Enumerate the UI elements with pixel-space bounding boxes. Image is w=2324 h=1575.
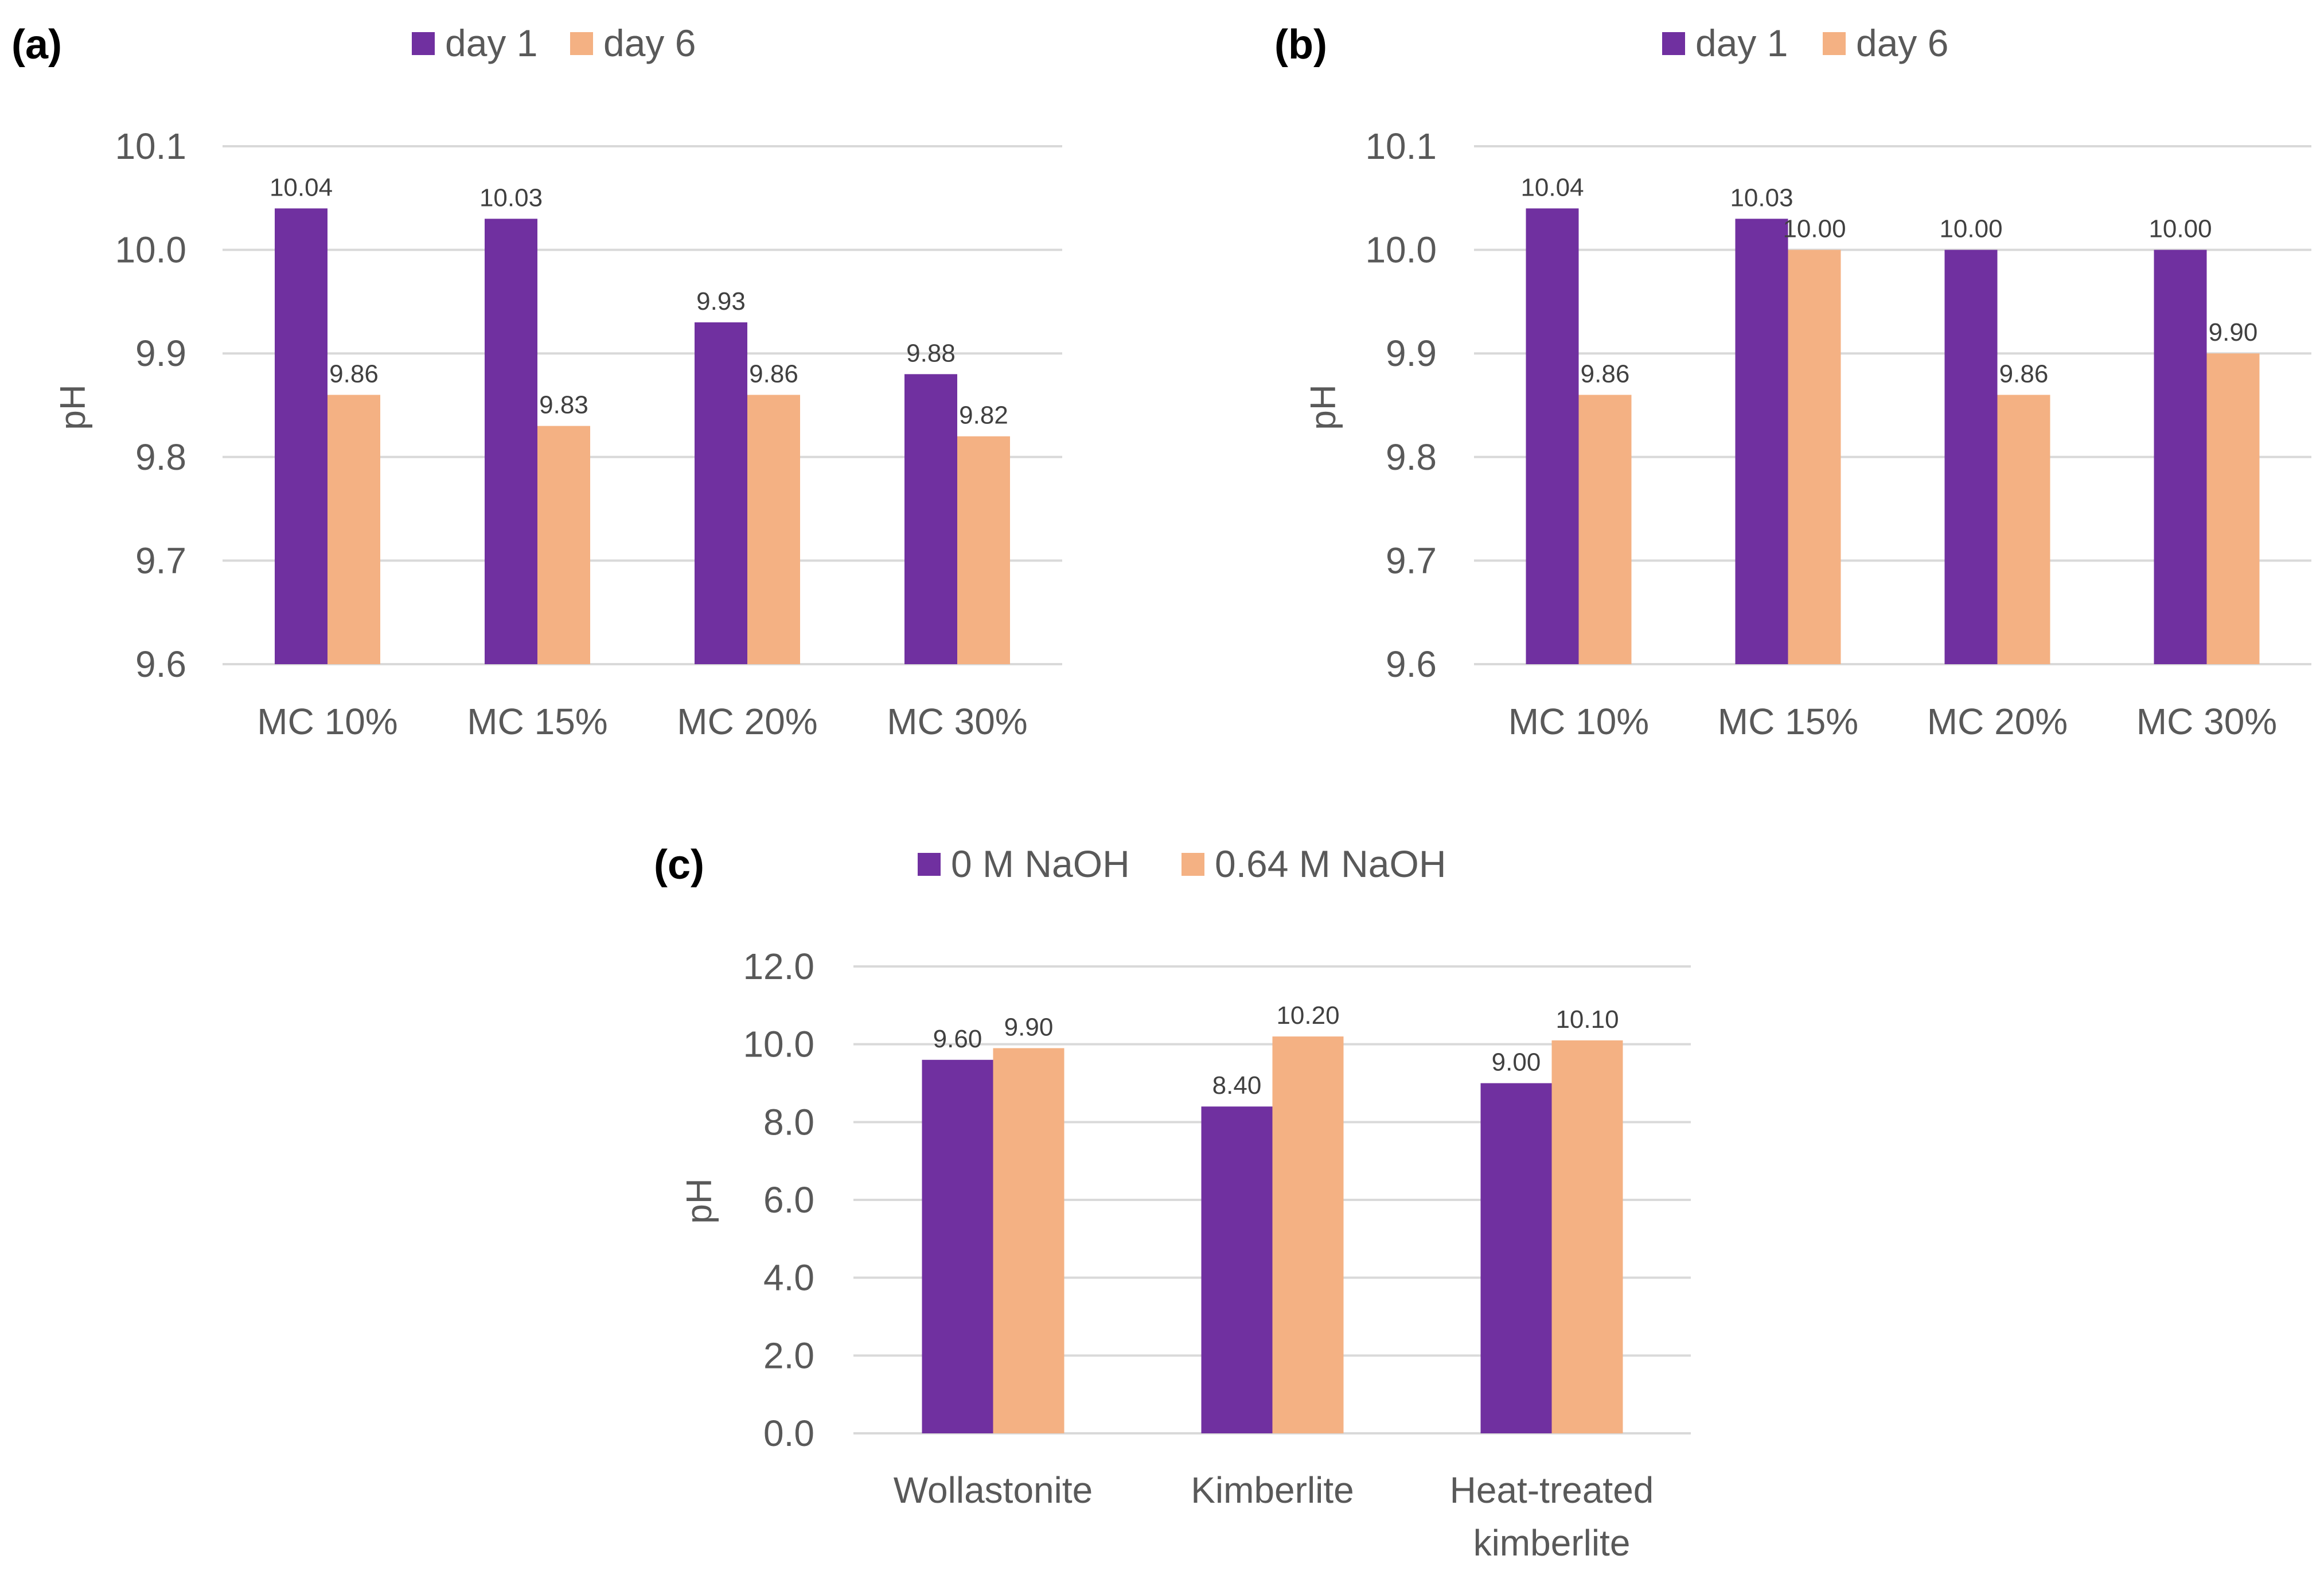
y-tick-label-c: 10.0 [743, 1024, 814, 1065]
data-label-c: 10.20 [1276, 1001, 1339, 1030]
legend-label-b: day 1 [1695, 22, 1788, 64]
bar-a-s2 [957, 436, 1010, 664]
category-label-b: MC 10% [1508, 701, 1649, 742]
legend-label-a: day 6 [603, 22, 696, 64]
bar-a-s2 [747, 395, 800, 664]
y-tick-label-b: 10.1 [1365, 126, 1437, 167]
data-label-a: 9.86 [749, 360, 798, 388]
data-label-c: 9.60 [933, 1025, 982, 1053]
data-label-a: 9.83 [539, 391, 588, 419]
category-label-c: kimberlite [1473, 1522, 1631, 1564]
bar-c-s2 [1551, 1040, 1623, 1433]
data-label-c: 10.10 [1555, 1005, 1619, 1034]
bar-b-s1 [1735, 219, 1788, 664]
bar-c-s2 [1272, 1036, 1344, 1433]
data-label-b: 9.90 [2209, 318, 2258, 346]
y-tick-label-b: 9.9 [1386, 333, 1437, 374]
y-axis-title-a: pH [53, 384, 93, 430]
y-tick-label-a: 9.9 [135, 333, 186, 374]
y-tick-label-b: 9.6 [1386, 644, 1437, 685]
data-label-a: 10.03 [479, 184, 543, 212]
y-tick-label-c: 2.0 [763, 1335, 814, 1376]
bar-a-s1 [485, 219, 537, 664]
category-label-c: Heat-treated [1450, 1469, 1654, 1511]
panel-label-b: (b) [1274, 22, 1327, 68]
y-tick-label-a: 9.8 [135, 436, 186, 478]
data-label-a: 9.86 [329, 360, 379, 388]
bar-a-s1 [904, 374, 957, 664]
category-label-b: MC 15% [1718, 701, 1858, 742]
data-label-b: 9.86 [1581, 360, 1630, 388]
bar-a-s1 [275, 208, 327, 664]
legend-label-b: day 6 [1856, 22, 1948, 64]
data-label-a: 9.88 [906, 339, 956, 367]
chart-panel-b: (b) pH 9.6 9.7 9.8 9.9 10.0 10.1 10.04 9.86 MC 1… [1274, 22, 2311, 742]
y-tick-label-c: 12.0 [743, 946, 814, 987]
category-label-a: MC 10% [257, 701, 397, 742]
bar-c-s1 [1480, 1083, 1552, 1433]
y-axis-title-c: pH [680, 1178, 719, 1223]
data-label-a: 10.04 [270, 173, 333, 201]
y-axis-title-b: pH [1304, 384, 1343, 430]
bar-c-s1 [922, 1059, 993, 1433]
data-label-c: 9.90 [1004, 1013, 1054, 1041]
legend-label-c: 0 M NaOH [951, 843, 1130, 885]
data-label-c: 9.00 [1492, 1048, 1541, 1077]
panel-label-a: (a) [11, 22, 62, 68]
data-label-b: 10.00 [1939, 215, 2002, 243]
bar-b-s2 [2206, 353, 2260, 664]
legend-swatch-a [570, 32, 593, 55]
bar-b-s2 [1788, 249, 1841, 665]
y-tick-label-c: 8.0 [763, 1101, 814, 1143]
bar-a-s2 [327, 395, 380, 664]
data-label-b: 10.03 [1730, 184, 1793, 212]
y-tick-label-c: 0.0 [763, 1413, 814, 1454]
legend-label-a: day 1 [445, 22, 537, 64]
y-tick-label-a: 9.6 [135, 644, 186, 685]
category-label-b: MC 20% [1927, 701, 2068, 742]
chart-panel-a: (a) pH 9.6 9.7 9.8 9.9 10.0 10.1 10.04 9.86 MC 1… [11, 22, 1062, 742]
bar-a-s1 [695, 322, 747, 664]
bar-b-s1 [1944, 249, 1998, 665]
data-label-a: 9.82 [959, 401, 1008, 430]
data-label-b: 10.04 [1520, 173, 1584, 201]
panel-label-c: (c) [654, 842, 704, 888]
legend-swatch-b [1823, 32, 1846, 55]
data-label-b: 10.00 [2148, 215, 2212, 243]
y-tick-label-a: 9.7 [135, 540, 186, 581]
y-tick-label-a: 10.0 [115, 229, 186, 271]
bar-b-s2 [1997, 395, 2050, 664]
data-label-c: 8.40 [1212, 1071, 1262, 1100]
data-label-a: 9.93 [696, 287, 746, 315]
y-tick-label-c: 6.0 [763, 1179, 814, 1221]
bar-a-s2 [537, 426, 590, 664]
bar-b-s2 [1578, 395, 1632, 664]
category-label-a: MC 30% [887, 701, 1027, 742]
category-label-a: MC 20% [677, 701, 817, 742]
legend-swatch-b [1662, 32, 1685, 55]
legend-swatch-c [1182, 853, 1204, 876]
category-label-c: Wollastonite [894, 1469, 1093, 1511]
bar-b-s1 [1526, 208, 1579, 664]
bar-c-s1 [1201, 1106, 1273, 1433]
data-label-b: 9.86 [1999, 360, 2049, 388]
legend-swatch-a [412, 32, 435, 55]
category-label-c: Kimberlite [1191, 1469, 1354, 1511]
data-label-b: 10.00 [1783, 215, 1846, 243]
legend-label-c: 0.64 M NaOH [1215, 843, 1446, 885]
y-tick-label-c: 4.0 [763, 1257, 814, 1299]
category-label-a: MC 15% [467, 701, 607, 742]
bar-b-s1 [2154, 249, 2207, 665]
y-tick-label-b: 9.7 [1386, 540, 1437, 581]
legend-swatch-c [918, 853, 941, 876]
category-label-b: MC 30% [2136, 701, 2277, 742]
y-tick-label-a: 10.1 [115, 126, 186, 167]
bar-c-s2 [993, 1048, 1064, 1433]
chart-panel-c: (c) pH 0.0 2.0 4.0 6.0 8.0 10.0 12.0 9.60 9.90 Wo… [654, 842, 1691, 1564]
y-tick-label-b: 10.0 [1365, 229, 1437, 271]
y-tick-label-b: 9.8 [1386, 436, 1437, 478]
